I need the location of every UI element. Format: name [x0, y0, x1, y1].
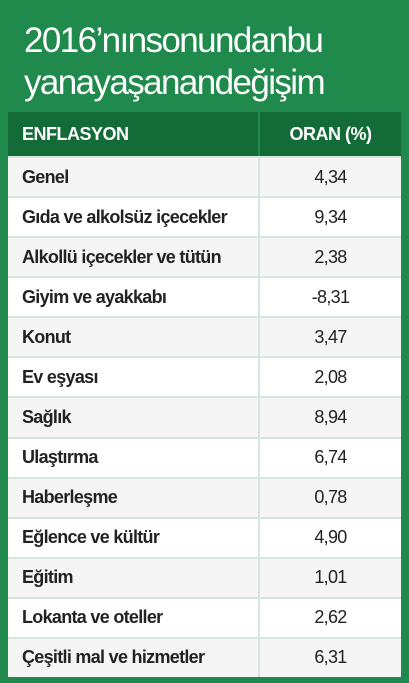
value-cell: 3,47: [258, 318, 401, 357]
value-cell: 6,74: [258, 438, 401, 477]
title-line: yanayaşanandeğişim: [24, 63, 326, 102]
table-row: Konut 3,47: [8, 316, 401, 357]
category-cell: Ulaştırma: [22, 447, 98, 468]
category-cell: Eğlence ve kültür: [22, 527, 160, 548]
table-header: ENFLASYON ORAN (%): [8, 112, 401, 156]
table-row: Haberleşme 0,78: [8, 476, 401, 517]
category-cell: Gıda ve alkolsüz içecekler: [22, 206, 228, 227]
title: 2016’nınsonundanbu yanayaşanandeğişim: [8, 0, 401, 102]
table-row: Ulaştırma 6,74: [8, 436, 401, 477]
category-cell: Sağlık: [22, 407, 72, 427]
category-cell: Genel: [22, 166, 69, 187]
table-row: Sağlık 8,94: [8, 396, 401, 437]
category-cell: Alkollü içecekler ve tütün: [22, 246, 222, 267]
value-cell: 9,34: [258, 198, 401, 237]
value-cell: 4,90: [258, 518, 401, 557]
category-cell: Lokanta ve oteller: [22, 607, 163, 628]
category-cell: Eğitim: [22, 567, 74, 588]
column-header: ORAN (%): [258, 112, 401, 156]
value-cell: 0,78: [258, 478, 401, 517]
table-row: Eğitim 1,01: [8, 556, 401, 597]
table-row: Gıda ve alkolsüz içecekler 9,34: [8, 196, 401, 237]
table-row: Lokanta ve oteller 2,62: [8, 596, 401, 637]
category-cell: Giyim ve ayakkabı: [22, 286, 167, 307]
table-row: Çeşitli mal ve hizmetler 6,31: [8, 636, 401, 678]
value-cell: 2,38: [258, 238, 401, 277]
title-line: 2016’nınsonundanbu: [24, 21, 324, 60]
value-cell: -8,31: [258, 278, 401, 317]
table-row: Eğlence ve kültür 4,90: [8, 516, 401, 557]
column-header: ENFLASYON: [22, 123, 129, 144]
value-cell: 4,34: [258, 158, 401, 197]
category-cell: Konut: [22, 326, 71, 347]
category-cell: Haberleşme: [22, 487, 118, 508]
category-cell: Çeşitli mal ve hizmetler: [22, 647, 205, 668]
table-row: Alkollü içecekler ve tütün 2,38: [8, 236, 401, 277]
category-cell: Ev eşyası: [22, 366, 98, 387]
table-row: Ev eşyası 2,08: [8, 356, 401, 397]
value-cell: 2,62: [258, 598, 401, 637]
value-cell: 1,01: [258, 558, 401, 597]
table-row: Giyim ve ayakkabı -8,31: [8, 276, 401, 317]
value-cell: 8,94: [258, 398, 401, 437]
value-cell: 2,08: [258, 358, 401, 397]
value-cell: 6,31: [258, 638, 401, 678]
table: ENFLASYON ORAN (%) Genel 4,34 Gıda ve alko…: [8, 102, 401, 678]
table-row: Genel 4,34: [8, 156, 401, 197]
table-body: Genel 4,34 Gıda ve alkolsüz içecekler 9,34 A…: [8, 156, 401, 678]
